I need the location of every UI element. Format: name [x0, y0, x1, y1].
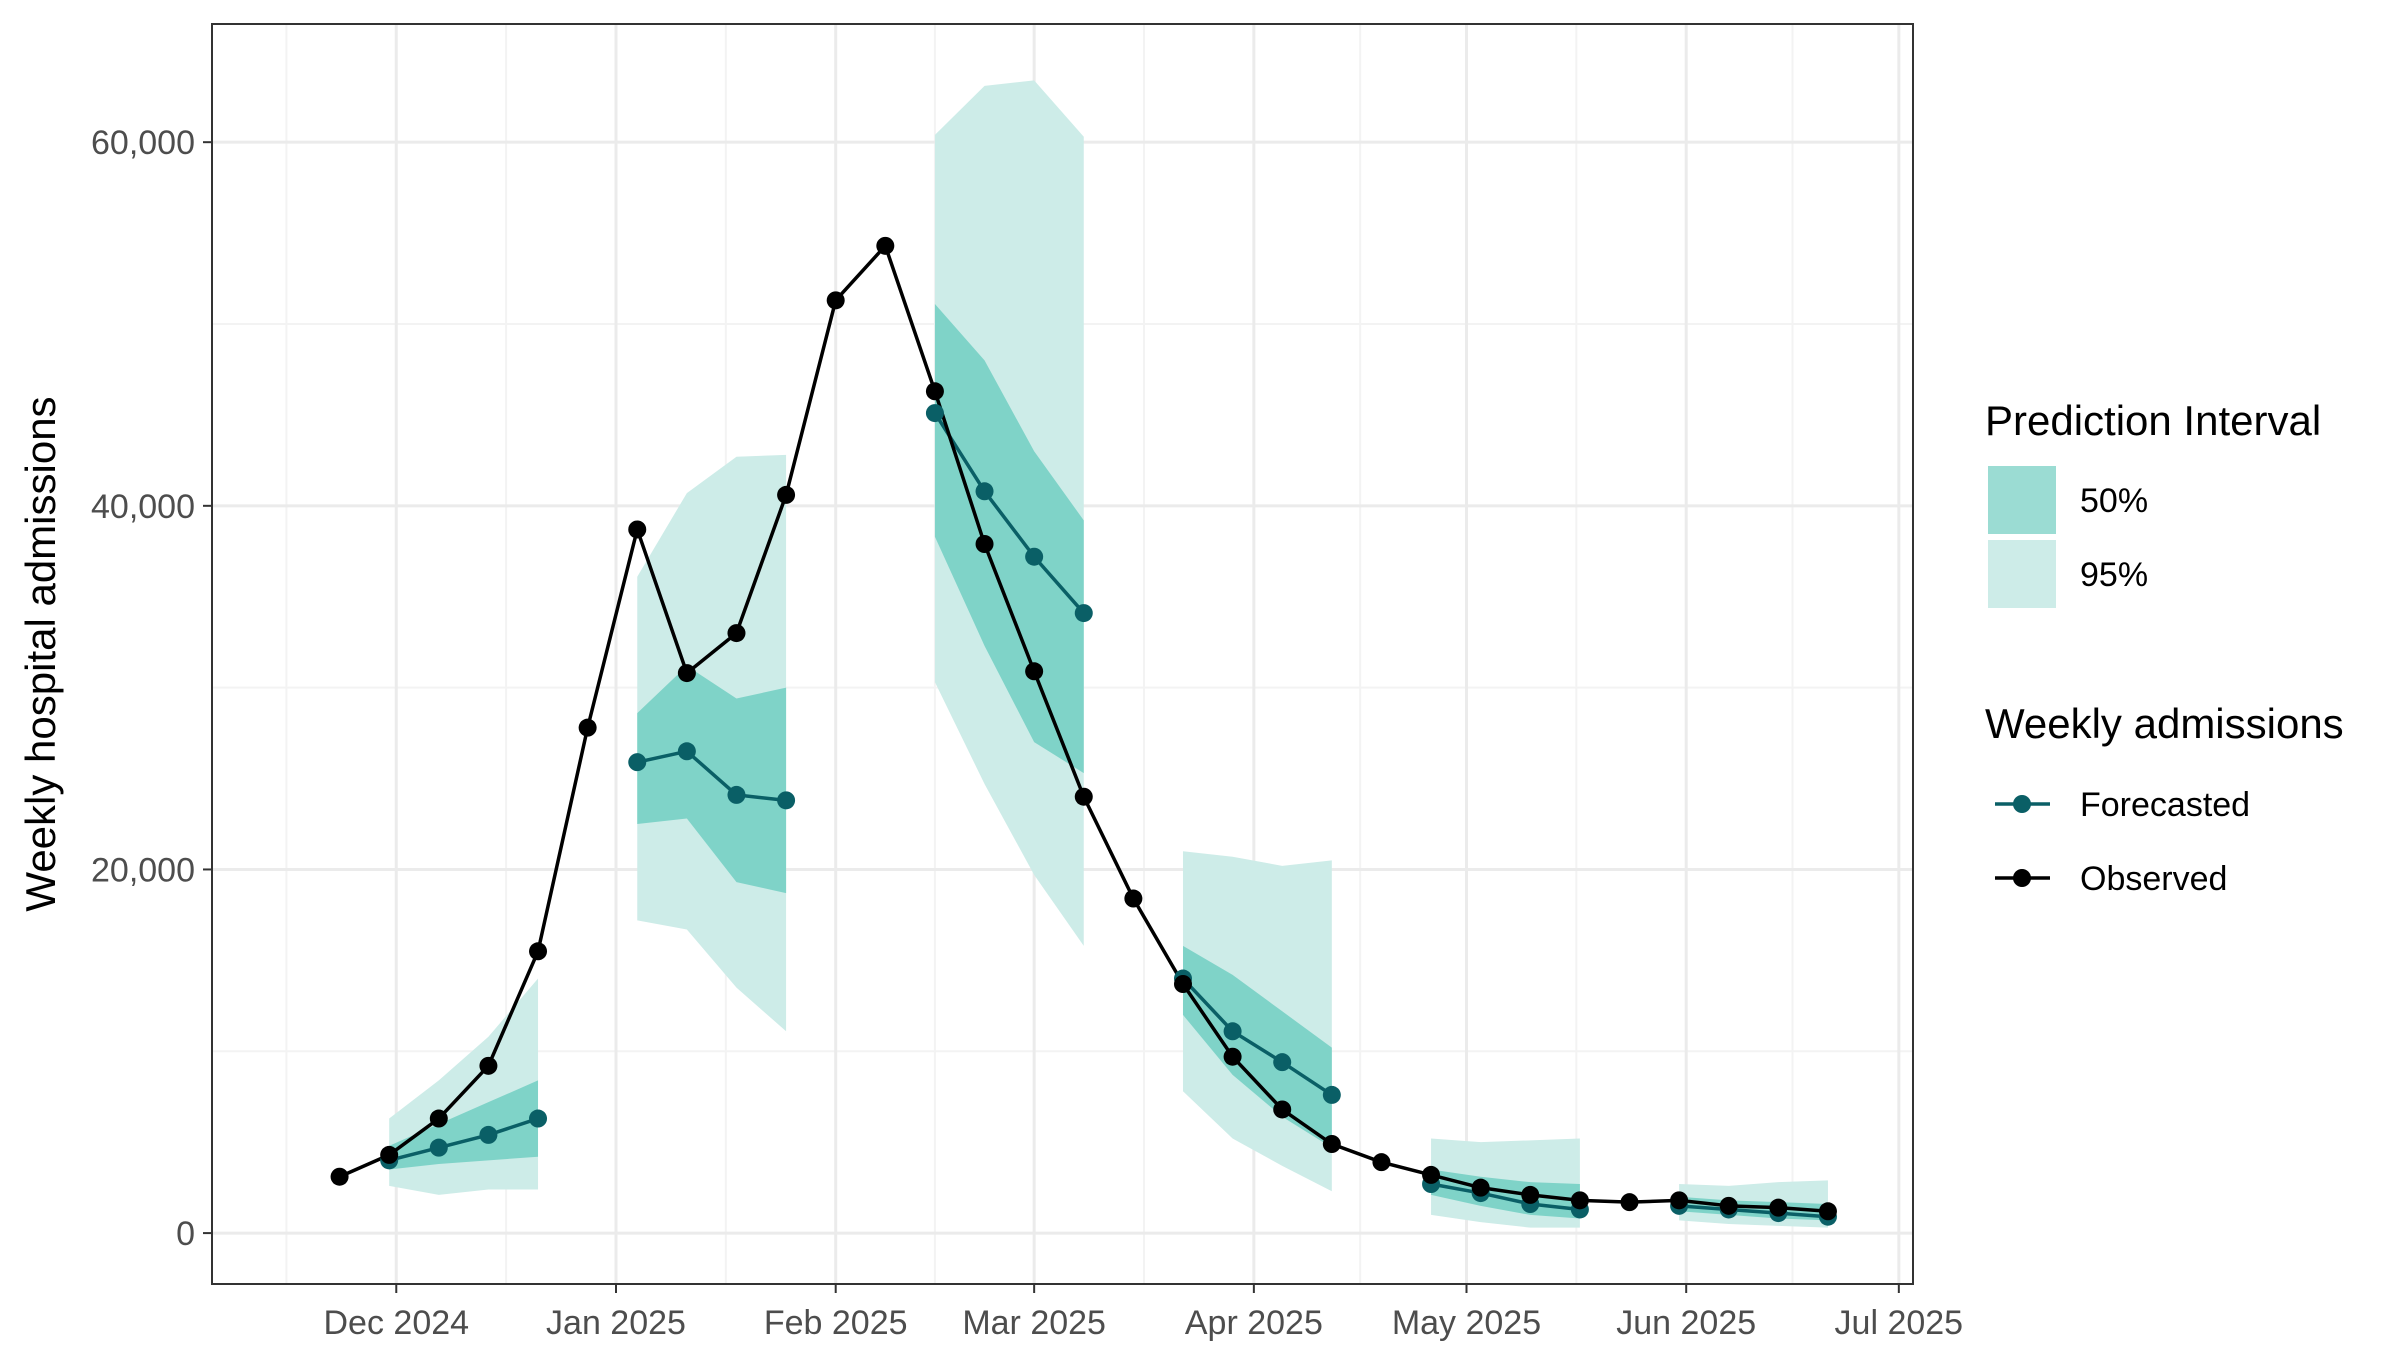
- y-tick-label: 20,000: [91, 851, 195, 889]
- forecast-point: [727, 785, 746, 804]
- forecast-line-1: [636, 749, 787, 803]
- data-points: [330, 236, 1837, 1226]
- x-tick-label: Mar 2025: [962, 1304, 1106, 1342]
- legend: Prediction Interval 50% 95% Weekly admis…: [1985, 397, 2344, 898]
- observed-point: [1223, 1047, 1242, 1066]
- legend-label-pi50: 50%: [2080, 482, 2148, 520]
- x-tick-label: May 2025: [1392, 1304, 1541, 1342]
- forecast-point: [1074, 604, 1093, 623]
- legend-interval-title: Prediction Interval: [1985, 397, 2321, 444]
- observed-point: [1074, 787, 1093, 806]
- forecast-point: [1223, 1022, 1242, 1041]
- observed-point: [1719, 1196, 1738, 1215]
- forecast-line-5: [1678, 1204, 1829, 1219]
- legend-label-observed: Observed: [2080, 860, 2227, 898]
- observed-point: [826, 291, 845, 310]
- observed-point: [1273, 1100, 1292, 1119]
- axes: 0 20,000 40,000 60,000 Dec 2024 Jan 2025 Feb 2…: [91, 124, 1963, 1342]
- observed-point: [876, 236, 895, 255]
- forecast-point: [1273, 1053, 1292, 1072]
- x-tick-label: Feb 2025: [764, 1304, 908, 1342]
- x-tick-label: Jun 2025: [1616, 1304, 1756, 1342]
- observed-point: [380, 1145, 399, 1164]
- observed-point: [1471, 1178, 1490, 1197]
- observed-point: [1124, 889, 1143, 908]
- x-tick-label: Dec 2024: [324, 1304, 470, 1342]
- observed-point: [1620, 1193, 1639, 1212]
- forecast-point: [925, 404, 944, 423]
- plot-border: [211, 23, 1914, 1285]
- observed-point: [1769, 1198, 1788, 1217]
- forecast-line-3: [1181, 977, 1333, 1097]
- observed-point: [1322, 1135, 1341, 1153]
- legend-key-pi95: [1988, 540, 2056, 608]
- pi50-band-1: [637, 665, 787, 894]
- y-tick-label: 40,000: [91, 488, 195, 526]
- pi50-bands: [389, 304, 1828, 1221]
- forecast-lines: [388, 412, 1829, 1219]
- pi50-band-2: [934, 304, 1084, 774]
- observed-point: [1422, 1165, 1441, 1184]
- y-tick-label: 60,000: [91, 124, 195, 162]
- observed-point: [1173, 975, 1192, 993]
- forecast-line-0: [388, 1116, 539, 1163]
- forecast-point: [529, 1109, 548, 1128]
- legend-key-forecasted-point: [2013, 795, 2031, 813]
- legend-label-forecasted: Forecasted: [2080, 786, 2250, 824]
- legend-key-pi50: [1988, 466, 2056, 534]
- forecast-line-4: [1430, 1182, 1581, 1212]
- legend-series-title: Weekly admissions: [1985, 700, 2344, 747]
- observed-point: [1372, 1153, 1391, 1172]
- observed-point: [1025, 662, 1044, 681]
- observed-point: [777, 485, 796, 504]
- observed-point: [1521, 1185, 1540, 1204]
- observed-point: [529, 942, 548, 961]
- legend-key-observed-point: [2013, 869, 2031, 887]
- x-tick-label: Jul 2025: [1835, 1304, 1964, 1342]
- legend-label-pi95: 95%: [2080, 556, 2148, 594]
- observed-point: [727, 624, 746, 643]
- observed-point: [479, 1056, 498, 1075]
- forecast-point: [777, 791, 796, 810]
- observed-point: [1818, 1202, 1837, 1221]
- y-axis-title: Weekly hospital admissions: [17, 396, 64, 911]
- forecast-point: [628, 753, 647, 772]
- observed-point: [330, 1167, 349, 1186]
- x-tick-label: Apr 2025: [1185, 1304, 1323, 1342]
- forecast-point: [479, 1125, 498, 1144]
- forecast-point: [677, 742, 696, 761]
- observed-point: [677, 664, 696, 683]
- observed-point: [628, 520, 647, 539]
- pi50-band-0: [389, 1080, 539, 1170]
- forecast-line-2: [933, 412, 1086, 615]
- observed-point: [578, 718, 597, 737]
- observed-point: [1670, 1191, 1689, 1210]
- observed-point: [975, 535, 994, 553]
- forecast-point: [975, 482, 994, 501]
- forecast-point: [429, 1138, 448, 1157]
- observed-point: [429, 1109, 448, 1128]
- observed-point: [1570, 1191, 1589, 1210]
- forecast-point: [1025, 547, 1044, 566]
- y-tick-label: 0: [176, 1215, 195, 1253]
- x-tick-label: Jan 2025: [546, 1304, 686, 1342]
- observed-point: [925, 382, 944, 401]
- forecast-point: [1322, 1085, 1341, 1104]
